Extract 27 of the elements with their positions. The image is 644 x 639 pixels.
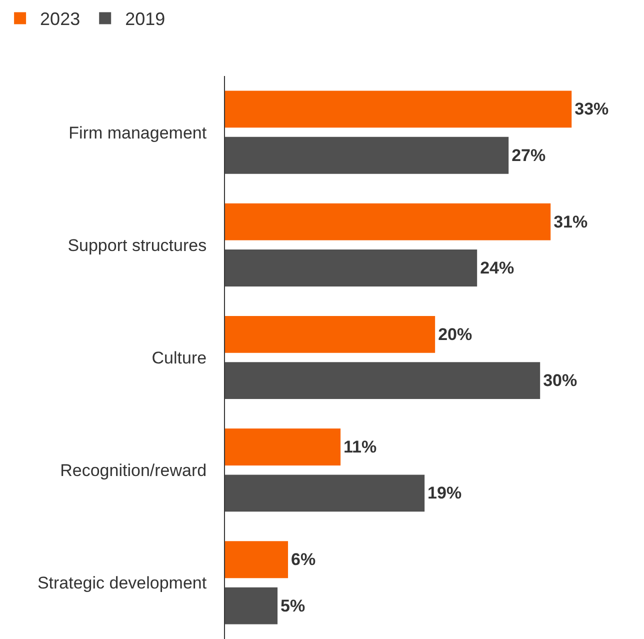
data-label: 30% xyxy=(543,371,578,390)
data-label: 19% xyxy=(428,484,462,503)
bar xyxy=(225,474,425,512)
bar xyxy=(225,203,551,240)
data-label: 6% xyxy=(291,550,316,570)
bar xyxy=(225,587,278,624)
legend-label: 2023 xyxy=(40,9,80,30)
y-tick-label: Firm management xyxy=(68,123,207,142)
bar xyxy=(225,541,288,578)
y-tick-label: Recognition/reward xyxy=(60,461,207,480)
y-tick-label: Culture xyxy=(152,348,207,368)
bar xyxy=(225,250,478,286)
data-label: 20% xyxy=(438,324,472,344)
bar xyxy=(225,362,540,400)
bar xyxy=(225,428,341,466)
y-tick-label: Strategic development xyxy=(37,574,207,593)
data-label: 27% xyxy=(512,146,546,165)
y-tick-label: Support structures xyxy=(68,236,207,255)
data-label: 31% xyxy=(554,212,588,232)
data-label: 33% xyxy=(574,100,609,119)
bar xyxy=(225,90,572,128)
legend-label: 2019 xyxy=(125,9,166,30)
data-label: 5% xyxy=(280,596,306,616)
data-label: 24% xyxy=(480,258,514,278)
data-label: 11% xyxy=(344,438,377,457)
bar xyxy=(225,316,436,353)
bar xyxy=(225,136,509,174)
